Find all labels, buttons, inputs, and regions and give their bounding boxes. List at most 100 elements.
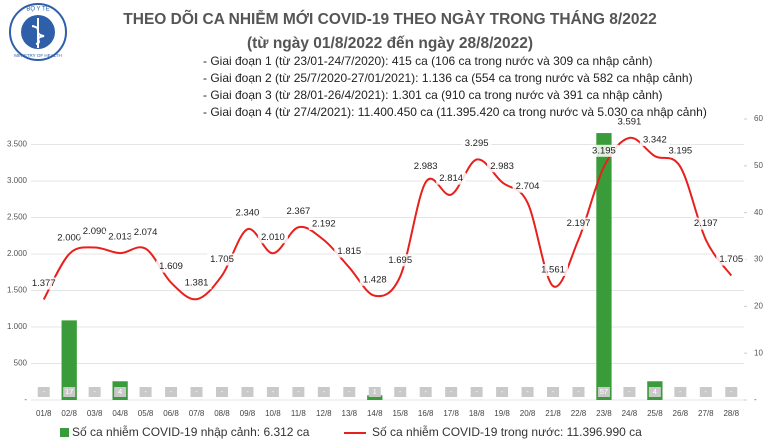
value-label-box — [292, 387, 305, 397]
x-tick-label: 28/8 — [723, 409, 739, 418]
value-label-box — [79, 225, 110, 238]
bar — [367, 395, 383, 400]
x-tick-label: 05/8 — [138, 409, 154, 418]
value-label-box — [512, 180, 543, 193]
value-label-box — [114, 387, 127, 397]
x-tick-label: 02/8 — [61, 409, 77, 418]
line-value-label: 1.377 — [32, 278, 56, 289]
bar-value-label: - — [323, 387, 326, 396]
value-label-box — [614, 115, 645, 128]
value-label-box — [445, 387, 458, 397]
value-label-box — [28, 277, 59, 290]
value-label-box — [165, 387, 178, 397]
bar-value-label: - — [450, 387, 453, 396]
value-label-box — [37, 387, 50, 397]
x-tick-label: 24/8 — [622, 409, 638, 418]
bar-value-label: - — [170, 387, 173, 396]
x-tick-label: 08/8 — [214, 409, 230, 418]
bar-value-label: 57 — [600, 387, 608, 396]
value-label-box — [63, 387, 76, 397]
logo: BỘ Y TẾ MINISTRY OF HEALTH — [9, 3, 67, 61]
annotation: - Giai đoạn 2 (từ 25/7/2020-27/01/2021):… — [203, 71, 693, 85]
value-label-box — [538, 264, 569, 277]
line-value-label: 2.000 — [57, 233, 81, 244]
line-value-label: 1.705 — [719, 254, 743, 265]
line-value-label: 2.090 — [83, 226, 107, 237]
bar-value-label: - — [246, 387, 249, 396]
line-value-label: 2.197 — [694, 218, 718, 229]
value-label-box — [343, 387, 356, 397]
x-tick-label: 03/8 — [87, 409, 103, 418]
value-label-box — [547, 387, 560, 397]
bar-value-label: - — [221, 387, 224, 396]
y-tick-label: 3.500 — [7, 140, 28, 149]
x-tick-label: 26/8 — [673, 409, 689, 418]
value-label-box — [190, 387, 203, 397]
y2-tick-label: - — [754, 395, 757, 404]
x-tick-label: 04/8 — [112, 409, 128, 418]
bar-value-label: - — [424, 387, 427, 396]
value-label-box — [588, 144, 619, 157]
value-label-box — [130, 226, 161, 239]
x-tick-label: 22/8 — [571, 409, 587, 418]
x-tick-label: 17/8 — [443, 409, 459, 418]
x-tick-label: 09/8 — [240, 409, 256, 418]
logo-symbol — [31, 18, 45, 48]
bar-value-label: - — [501, 387, 504, 396]
line-value-label: 2.340 — [236, 208, 260, 219]
value-label-box — [648, 387, 661, 397]
value-label-box — [665, 144, 696, 157]
value-label-box — [385, 254, 416, 267]
annotation: - Giai đoạn 3 (từ 28/01-26/4/2021): 1.30… — [203, 88, 663, 102]
bar-value-label: - — [399, 387, 402, 396]
value-label-box — [283, 205, 314, 218]
x-tick-label: 06/8 — [163, 409, 179, 418]
bar-value-label: 17 — [65, 387, 73, 396]
value-label-box — [241, 387, 254, 397]
value-label-box — [232, 207, 263, 220]
line-value-label: 3.295 — [465, 138, 489, 149]
bar-value-label: - — [628, 387, 631, 396]
x-tick-label: 13/8 — [342, 409, 358, 418]
x-tick-label: 14/8 — [367, 409, 383, 418]
value-label-box — [419, 387, 432, 397]
y2-tick-label: 40 — [754, 208, 763, 217]
value-label-box — [639, 134, 670, 147]
logo-text: BỘ Y TẾ — [26, 6, 49, 13]
y2-tick-label: 50 — [754, 161, 763, 170]
bar-value-label: - — [144, 387, 147, 396]
value-label-box — [563, 217, 594, 230]
x-tick-label: 01/8 — [36, 409, 52, 418]
value-label-box — [461, 137, 492, 150]
line-value-label: 2.983 — [414, 161, 438, 172]
bar-value-label: - — [272, 387, 275, 396]
y-tick-label: 2.500 — [7, 213, 28, 222]
x-tick-label: 16/8 — [418, 409, 434, 418]
bar — [61, 320, 77, 400]
value-label-box — [725, 387, 738, 397]
x-tick-label: 11/8 — [291, 409, 307, 418]
x-tick-label: 25/8 — [647, 409, 663, 418]
value-label-box — [410, 160, 441, 173]
y2-tick-label: 30 — [754, 255, 763, 264]
bar-value-label: - — [195, 387, 198, 396]
bar-value-label: - — [475, 387, 478, 396]
value-label-box — [368, 387, 381, 397]
x-tick-label: 15/8 — [392, 409, 408, 418]
value-label-box — [470, 387, 483, 397]
value-label-box — [394, 387, 407, 397]
x-tick-label: 18/8 — [469, 409, 485, 418]
line-value-label: 3.591 — [618, 116, 642, 127]
bar-value-label: - — [526, 387, 529, 396]
y-tick-label: 2.000 — [7, 249, 28, 258]
y-tick-label: 500 — [14, 359, 28, 368]
bar-value-label: - — [577, 387, 580, 396]
line-value-label: 1.815 — [337, 246, 361, 257]
value-label-box — [215, 387, 228, 397]
x-tick-label: 21/8 — [545, 409, 561, 418]
value-label-box — [487, 160, 518, 173]
x-tick-label: 23/8 — [596, 409, 612, 418]
chart-title: THEO DÕI CA NHIỄM MỚI COVID-19 THEO NGÀY… — [123, 10, 656, 28]
value-label-box — [156, 260, 187, 273]
